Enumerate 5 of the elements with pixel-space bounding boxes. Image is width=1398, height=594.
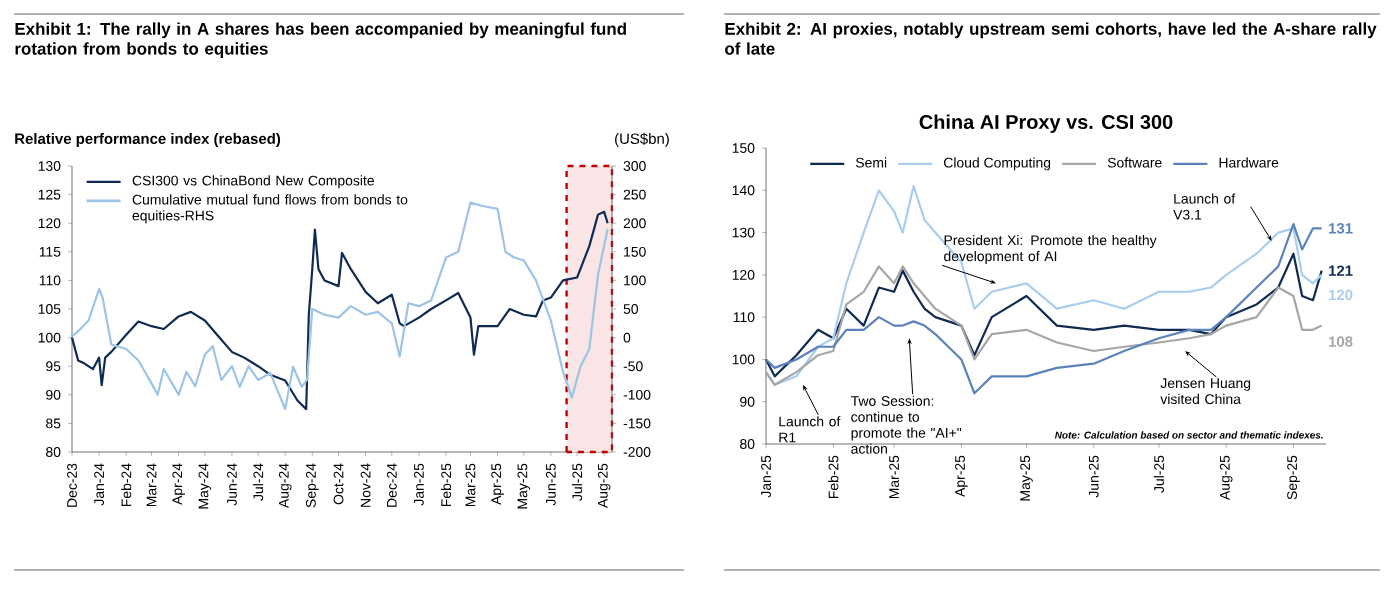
chart-subtitle: China AI Proxy vs. CSI 300 bbox=[919, 114, 1173, 133]
chart-title: Exhibit 1: The rally in A shares has been accompanied by meaningful fund rotation from bonds to equities bbox=[15, 22, 626, 59]
line-series bbox=[764, 252, 1323, 378]
line-series bbox=[764, 223, 1323, 395]
chart-title: Exhibit 2: AI proxies, notably upstream semi cohorts, have led the A-share rally of late bbox=[725, 22, 1377, 55]
